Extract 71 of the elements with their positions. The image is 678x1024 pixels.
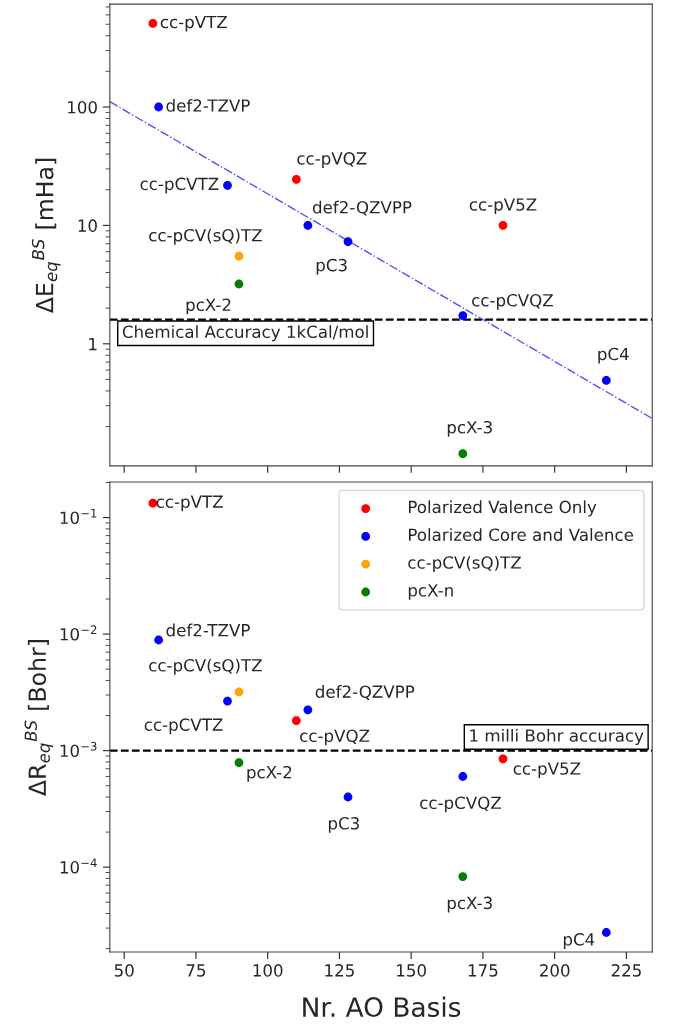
point (458, 311, 468, 320)
point (291, 716, 301, 725)
annotation: def2-QZVPP (315, 685, 415, 700)
point (223, 180, 232, 190)
point (343, 792, 353, 802)
annotation: cc-pVQZ (300, 729, 370, 746)
x-tick-label: 150 (397, 964, 426, 977)
annotation: pcX-2 (247, 765, 292, 782)
annotation: pC3 (316, 258, 347, 275)
point (234, 251, 244, 261)
y-tick-label: 100 (68, 100, 97, 114)
y-tick-label: 10$^{−4}$ (60, 858, 97, 874)
annotation: cc-pVTZ (160, 15, 227, 32)
annotation: pcX-3 (447, 896, 492, 913)
x-tick-label: 200 (539, 964, 570, 977)
annotation: def2-TZVP (166, 98, 250, 112)
annotation: cc-pCVQZ (420, 796, 501, 813)
point (154, 102, 164, 112)
ref-line-label: Chemical Accuracy 1kCal/mol (122, 325, 368, 342)
x-tick-label: 175 (468, 964, 498, 977)
annotation: cc-pV5Z (513, 762, 581, 779)
point (458, 872, 468, 881)
annotation: pcX-2 (186, 298, 231, 315)
x-tick-label: 75 (186, 964, 206, 977)
point (234, 687, 244, 697)
x-tick-label: 125 (325, 964, 354, 977)
y-axis-title: ΔR$_{eq}$$^{BS}$ [Bohr] (24, 640, 54, 796)
annotation: pC4 (563, 933, 595, 949)
x-tick-label: 50 (114, 964, 134, 977)
annotation: cc-pCVQZ (472, 293, 553, 310)
annotation: cc-pCVTZ (140, 177, 219, 194)
point (498, 754, 508, 764)
y-tick-label: 10$^{−3}$ (60, 741, 97, 758)
point (601, 376, 611, 385)
point (234, 279, 244, 289)
point (601, 928, 611, 937)
legend-label: cc-pCV(sQ)TZ (408, 555, 521, 573)
y-axis-title: ΔE$_{eq}$$^{BS}$ [mHa] (31, 158, 61, 314)
annotation: pC4 (598, 347, 629, 364)
legend-label: Polarized Core and Valence (408, 528, 634, 542)
point (291, 174, 301, 184)
y-tick-label: 10$^{−2}$ (60, 625, 97, 641)
annotation: cc-pVQZ (297, 152, 367, 168)
annotation: pcX-3 (447, 420, 492, 437)
x-tick-label: 225 (611, 964, 641, 977)
legend-label: pcX-n (408, 584, 453, 600)
point (458, 772, 468, 781)
annotation: cc-pVTZ (156, 495, 223, 512)
y-tick-label: 1 (89, 337, 97, 351)
annotation: cc-pCVTZ (144, 718, 223, 735)
point (303, 221, 313, 230)
annotation: def2-TZVP (166, 623, 250, 637)
annotation: cc-pV5Z (469, 198, 537, 215)
x-tick-label: 100 (253, 964, 283, 977)
annotation: cc-pCV(sQ)TZ (149, 658, 262, 675)
legend-label: Polarized Valence Only (408, 500, 597, 517)
point (154, 635, 164, 645)
annotation: cc-pCV(sQ)TZ (149, 228, 262, 245)
point (148, 19, 158, 28)
x-axis-title: Nr. AO Basis (303, 996, 461, 1018)
point (343, 237, 353, 246)
y-tick-label: 10 (78, 219, 97, 232)
ref-line-label: 1 milli Bohr accuracy (470, 728, 644, 746)
point (303, 705, 313, 715)
annotation: pC3 (328, 817, 359, 833)
point (498, 221, 508, 230)
y-tick-label: 10$^{−1}$ (60, 508, 97, 525)
point (223, 696, 232, 706)
annotation: def2-QZVPP (312, 200, 412, 216)
point (458, 449, 468, 459)
point (234, 758, 244, 767)
